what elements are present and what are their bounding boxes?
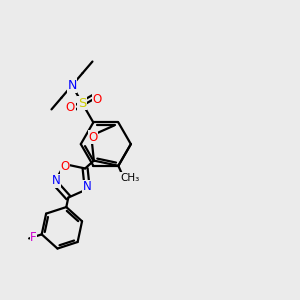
Text: O: O bbox=[92, 93, 102, 106]
Text: O: O bbox=[66, 101, 75, 114]
Text: CH₃: CH₃ bbox=[121, 172, 140, 183]
Text: N: N bbox=[52, 174, 60, 187]
Text: S: S bbox=[78, 97, 86, 110]
Text: O: O bbox=[60, 160, 69, 173]
Text: N: N bbox=[67, 79, 77, 92]
Text: O: O bbox=[88, 131, 97, 144]
Text: F: F bbox=[30, 231, 37, 244]
Text: N: N bbox=[83, 180, 92, 193]
